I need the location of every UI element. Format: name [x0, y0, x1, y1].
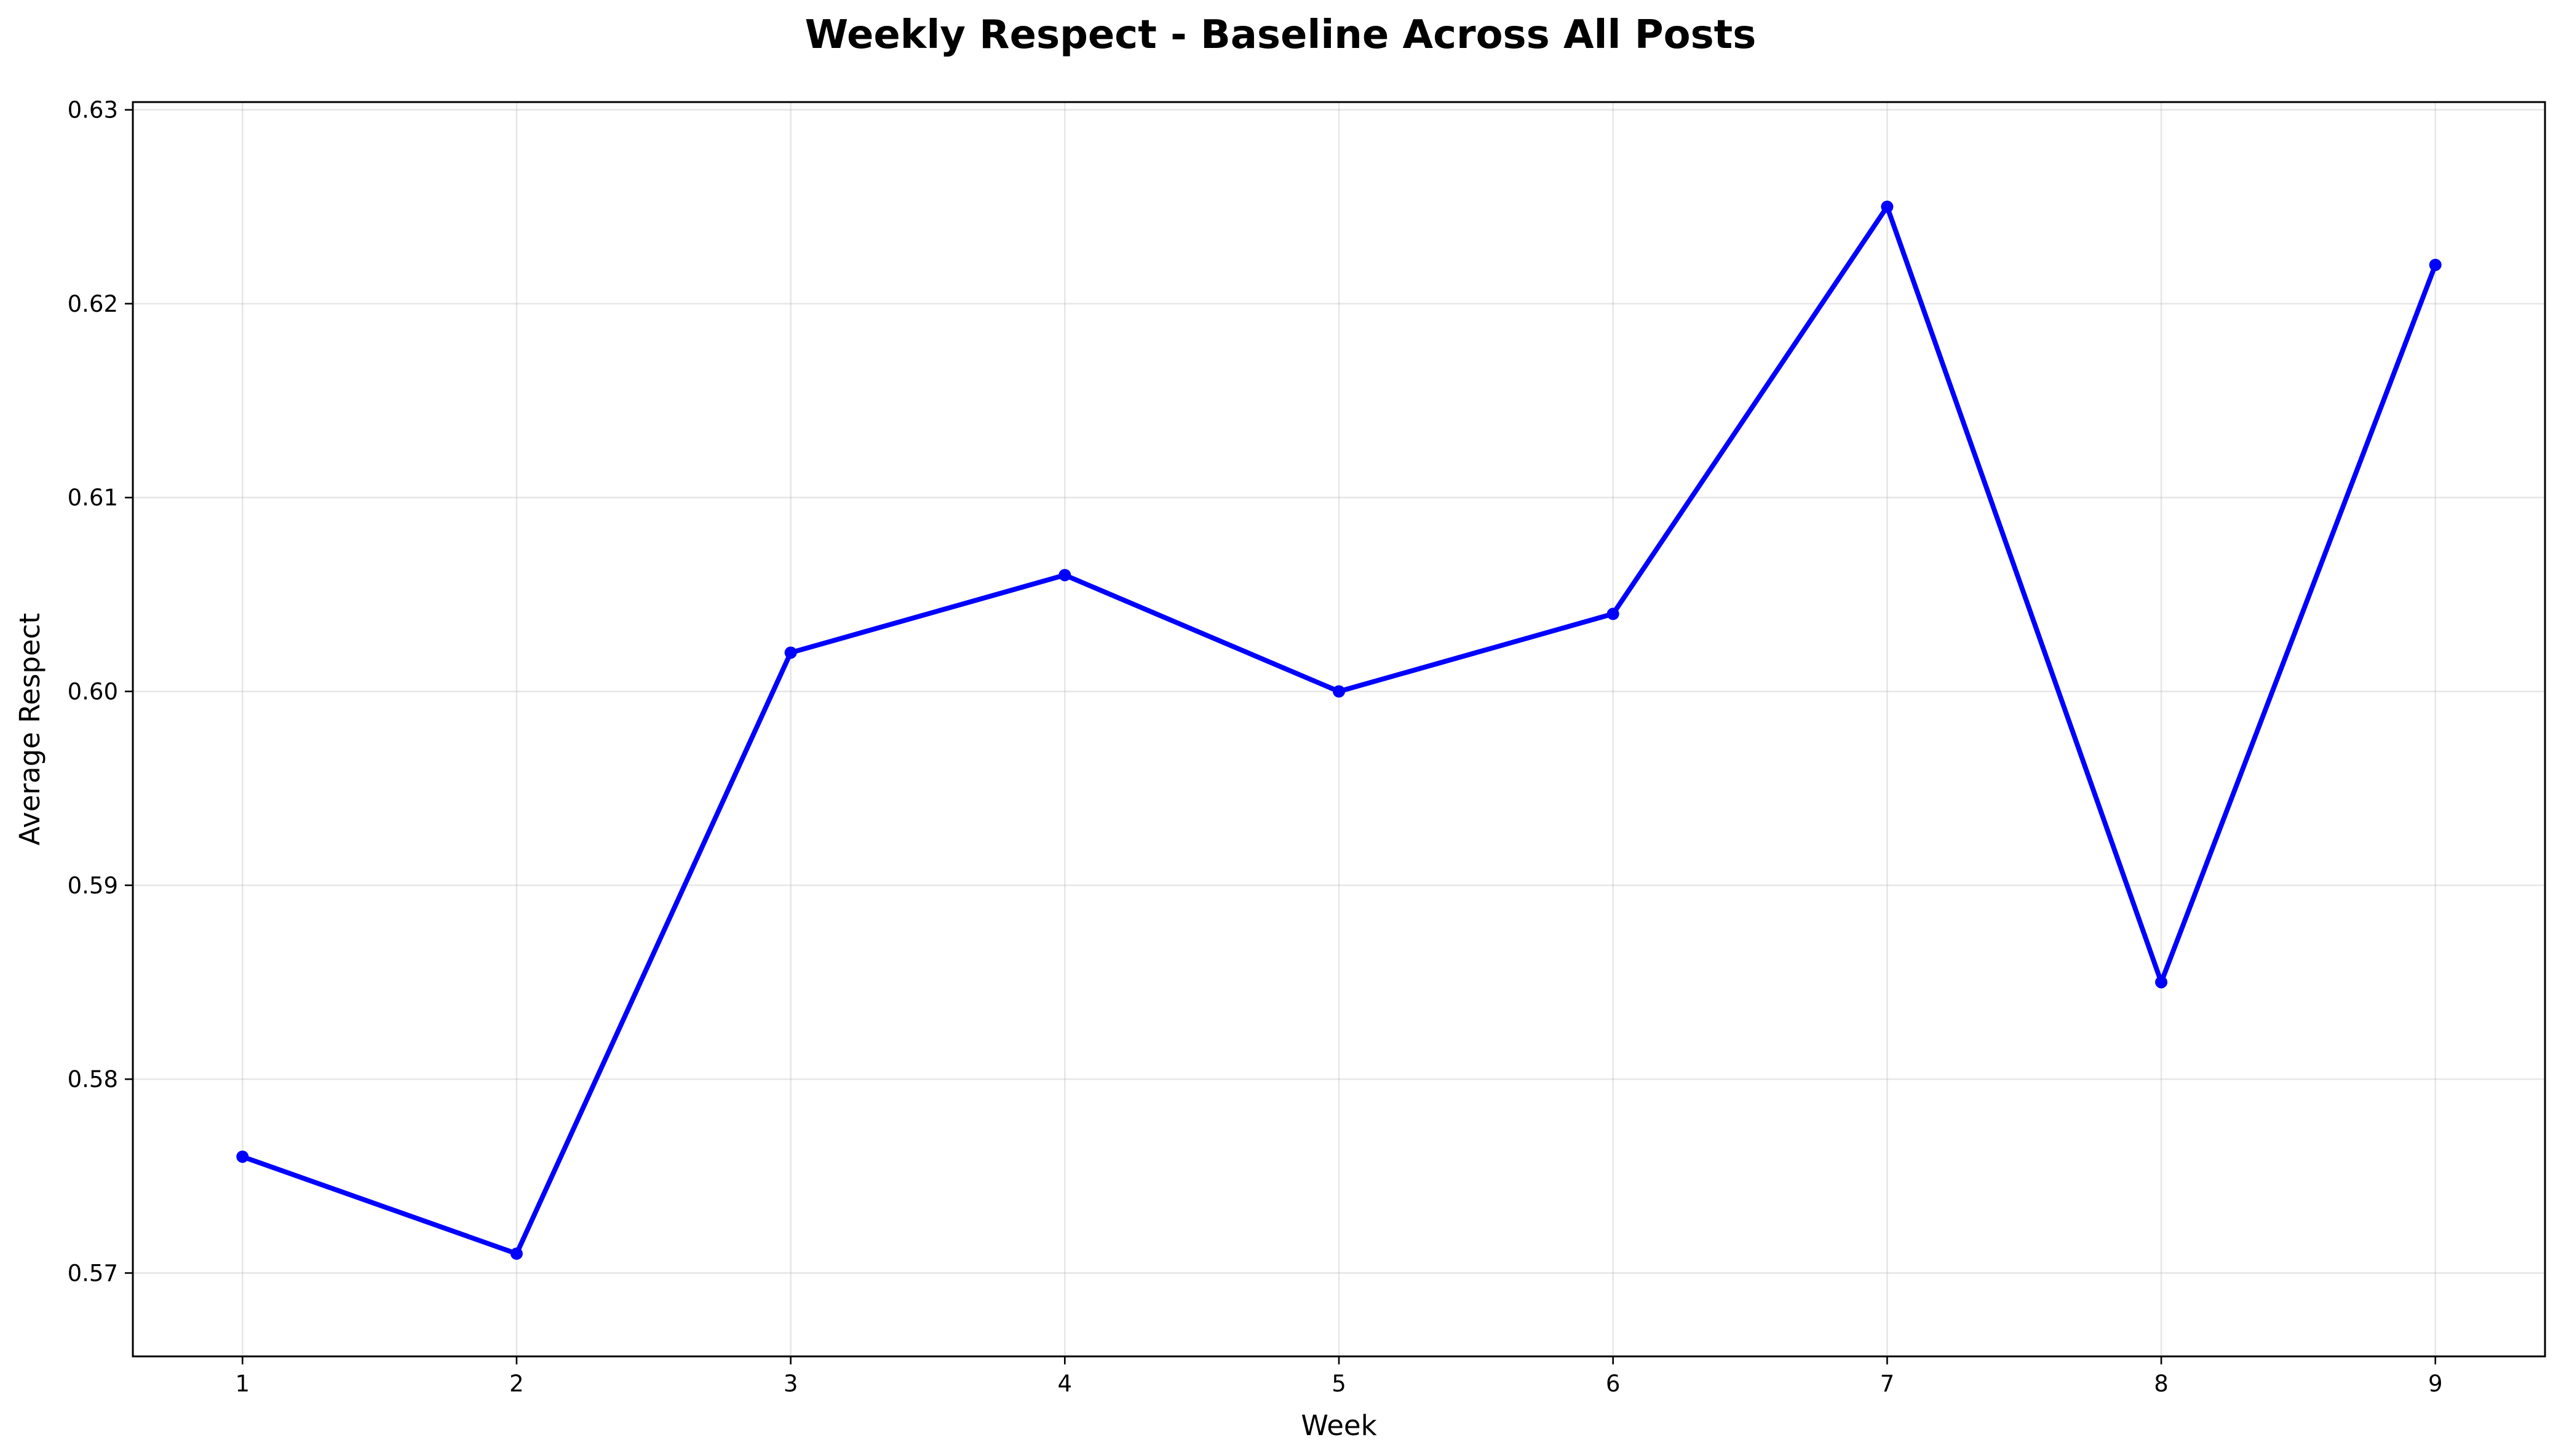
x-tick-label: 3: [784, 1371, 798, 1397]
y-tick-label: 0.59: [68, 872, 118, 899]
data-point-week-1: [236, 1150, 249, 1163]
data-point-week-9: [2429, 258, 2442, 271]
x-tick-label: 6: [1606, 1371, 1621, 1397]
x-tick-label: 5: [1332, 1371, 1346, 1397]
data-point-week-2: [510, 1247, 523, 1260]
x-axis-label: Week: [1301, 1409, 1376, 1442]
y-axis-ticks: 0.57 0.58 0.59 0.60 0.61 0.62 0.63: [68, 97, 133, 1286]
data-point-week-5: [1333, 685, 1345, 698]
data-point-week-3: [784, 646, 797, 659]
y-axis-label: Average Respect: [14, 613, 46, 845]
chart-title: Weekly Respect - Baseline Across All Pos…: [805, 12, 1757, 58]
y-tick-label: 0.63: [68, 97, 118, 124]
y-tick-label: 0.58: [68, 1066, 118, 1093]
x-tick-label: 9: [2428, 1371, 2443, 1397]
x-tick-label: 2: [509, 1371, 524, 1397]
x-axis-ticks: 1 2 3 4 5 6 7 8 9: [235, 1356, 2443, 1397]
y-tick-label: 0.60: [68, 679, 118, 705]
x-tick-label: 7: [1880, 1371, 1895, 1397]
data-point-week-4: [1058, 569, 1071, 582]
data-point-week-8: [2155, 976, 2168, 989]
y-tick-label: 0.57: [68, 1260, 118, 1286]
series-layer: [236, 200, 2442, 1260]
data-point-week-6: [1606, 607, 1619, 620]
data-point-week-7: [1881, 200, 1894, 213]
x-tick-label: 8: [2154, 1371, 2169, 1397]
x-tick-label: 1: [235, 1371, 250, 1397]
y-tick-label: 0.62: [68, 291, 118, 317]
x-tick-label: 4: [1058, 1371, 1073, 1397]
y-tick-label: 0.61: [68, 485, 118, 511]
